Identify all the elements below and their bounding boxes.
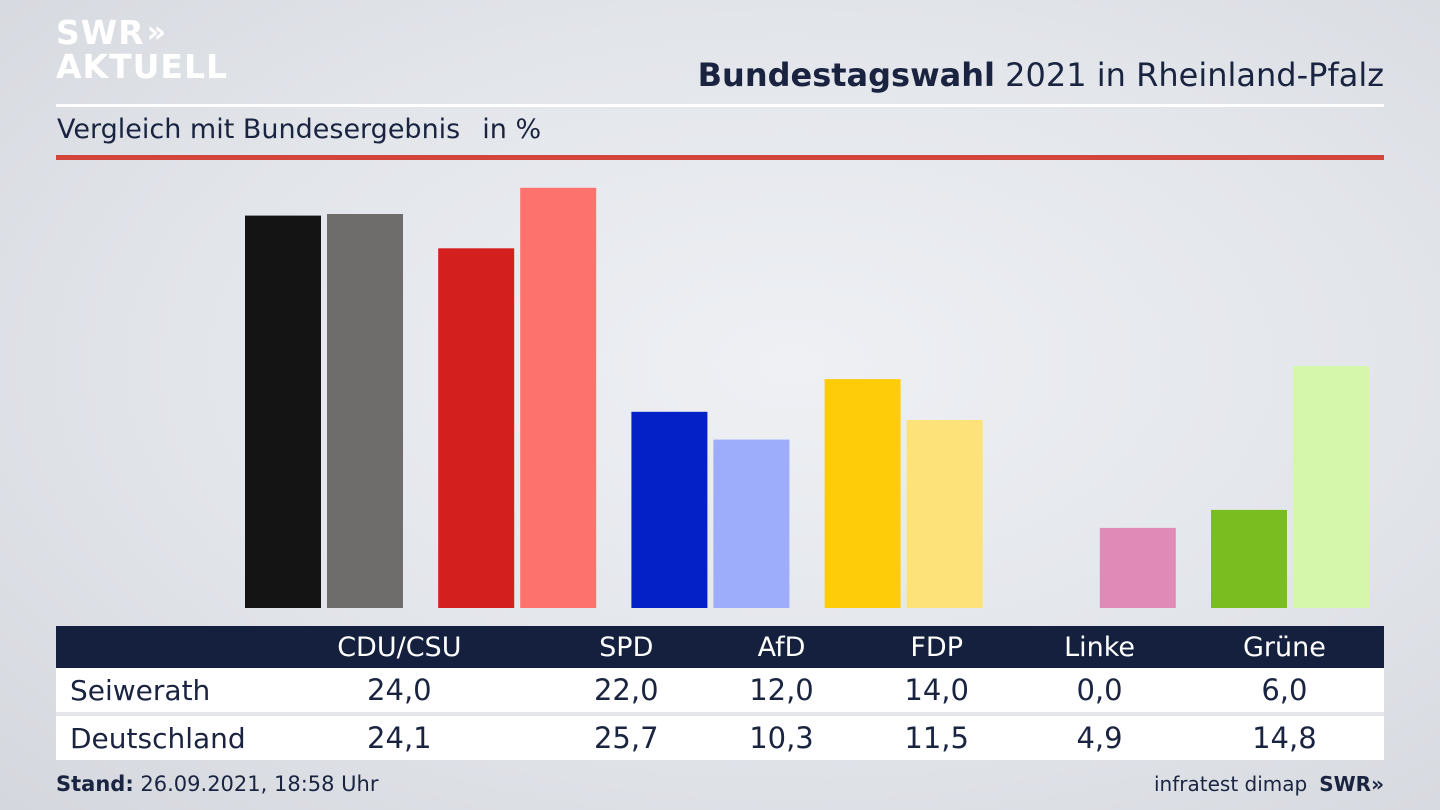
source-text: infratest dimap	[1154, 772, 1308, 796]
results-table: CDU/CSU SPD AfD FDP Linke Grüne Seiwerat…	[56, 626, 1384, 760]
table-cell: 10,3	[703, 716, 860, 760]
table-header-spd: SPD	[548, 626, 704, 668]
title-rest: 2021 in Rheinland-Pfalz	[995, 56, 1384, 94]
logo-swr-text: SWR	[56, 13, 145, 52]
bar-gr-ne-deutschland	[1293, 366, 1369, 608]
bar-afd-deutschland	[713, 439, 790, 608]
row-label: Seiwerath	[56, 668, 250, 716]
bar-spd-deutschland	[520, 187, 597, 609]
bar-cdu-csu-deutschland	[327, 214, 403, 608]
bar-fdp-deutschland	[906, 420, 983, 608]
header-divider	[56, 104, 1384, 107]
bar-linke-deutschland	[1099, 527, 1176, 608]
table-cell: 4,9	[1014, 716, 1185, 760]
swr-brand-logo: SWR»	[1319, 772, 1384, 796]
table-cell: 24,0	[250, 668, 549, 716]
bar-cdu-csu-seiwerath	[245, 215, 321, 608]
table-cell: 14,8	[1184, 716, 1384, 760]
subtitle-divider	[56, 155, 1384, 160]
table-cell: 6,0	[1184, 668, 1384, 716]
stand-label: Stand:	[56, 772, 134, 796]
table-cell: 24,1	[250, 716, 549, 760]
table-row: Deutschland 24,1 25,7 10,3 11,5 4,9 14,8	[56, 716, 1384, 760]
table-header-gruene: Grüne	[1184, 626, 1384, 668]
table-header-fdp: FDP	[859, 626, 1015, 668]
logo-aktuell-text: AKTUELL	[56, 47, 229, 86]
table-header-linke: Linke	[1014, 626, 1185, 668]
table-cell: 14,0	[859, 668, 1015, 716]
logo-arrows-icon: »	[146, 15, 167, 50]
page-title: Bundestagswahl 2021 in Rheinland-Pfalz	[698, 56, 1384, 94]
timestamp: Stand: 26.09.2021, 18:58 Uhr	[56, 772, 379, 796]
table-header-row: CDU/CSU SPD AfD FDP Linke Grüne	[56, 626, 1384, 668]
stand-value: 26.09.2021, 18:58 Uhr	[133, 772, 379, 796]
table-header-empty	[56, 626, 250, 668]
table-cell: 22,0	[548, 668, 704, 716]
row-label: Deutschland	[56, 716, 250, 760]
bar-gr-ne-seiwerath	[1211, 509, 1287, 608]
bar-afd-seiwerath	[631, 411, 708, 608]
swr-aktuell-logo: SWR» AKTUELL	[56, 16, 228, 84]
table-header-afd: AfD	[703, 626, 860, 668]
table-cell: 12,0	[703, 668, 860, 716]
source-credit: infratest dimap SWR»	[1154, 772, 1384, 796]
bar-spd-seiwerath	[438, 248, 515, 609]
subtitle-text: Vergleich mit Bundesergebnis	[57, 114, 461, 145]
title-bold: Bundestagswahl	[697, 56, 995, 94]
chart-subtitle: Vergleich mit Bundesergebnis in %	[57, 114, 541, 145]
unit-label: in %	[482, 114, 542, 145]
table-cell: 0,0	[1014, 668, 1185, 716]
table-cell: 25,7	[548, 716, 704, 760]
table-header-cdu: CDU/CSU	[250, 626, 549, 668]
table-row: Seiwerath 24,0 22,0 12,0 14,0 0,0 6,0	[56, 668, 1384, 716]
table-cell: 11,5	[859, 716, 1015, 760]
bar-fdp-seiwerath	[824, 379, 901, 608]
